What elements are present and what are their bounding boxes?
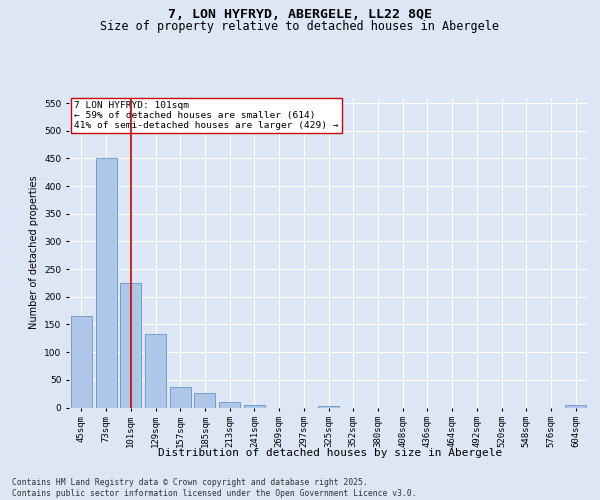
Bar [120, 283, 141, 408]
Text: 7 LON HYFRYD: 101sqm
← 59% of detached houses are smaller (614)
41% of semi-deta: 7 LON HYFRYD: 101sqm ← 59% of detached h… [74, 100, 338, 130]
Bar [95, 158, 116, 408]
Y-axis label: Number of detached properties: Number of detached properties [29, 176, 38, 330]
Bar [318, 406, 339, 407]
Bar [170, 387, 191, 407]
Bar [565, 406, 586, 407]
Bar [145, 334, 166, 407]
Bar [219, 402, 240, 407]
Text: Size of property relative to detached houses in Abergele: Size of property relative to detached ho… [101, 20, 499, 33]
Text: Contains HM Land Registry data © Crown copyright and database right 2025.
Contai: Contains HM Land Registry data © Crown c… [12, 478, 416, 498]
Bar [71, 316, 92, 408]
Text: 7, LON HYFRYD, ABERGELE, LL22 8QE: 7, LON HYFRYD, ABERGELE, LL22 8QE [168, 8, 432, 20]
Text: Distribution of detached houses by size in Abergele: Distribution of detached houses by size … [158, 448, 502, 458]
Bar [244, 404, 265, 407]
Bar [194, 393, 215, 407]
